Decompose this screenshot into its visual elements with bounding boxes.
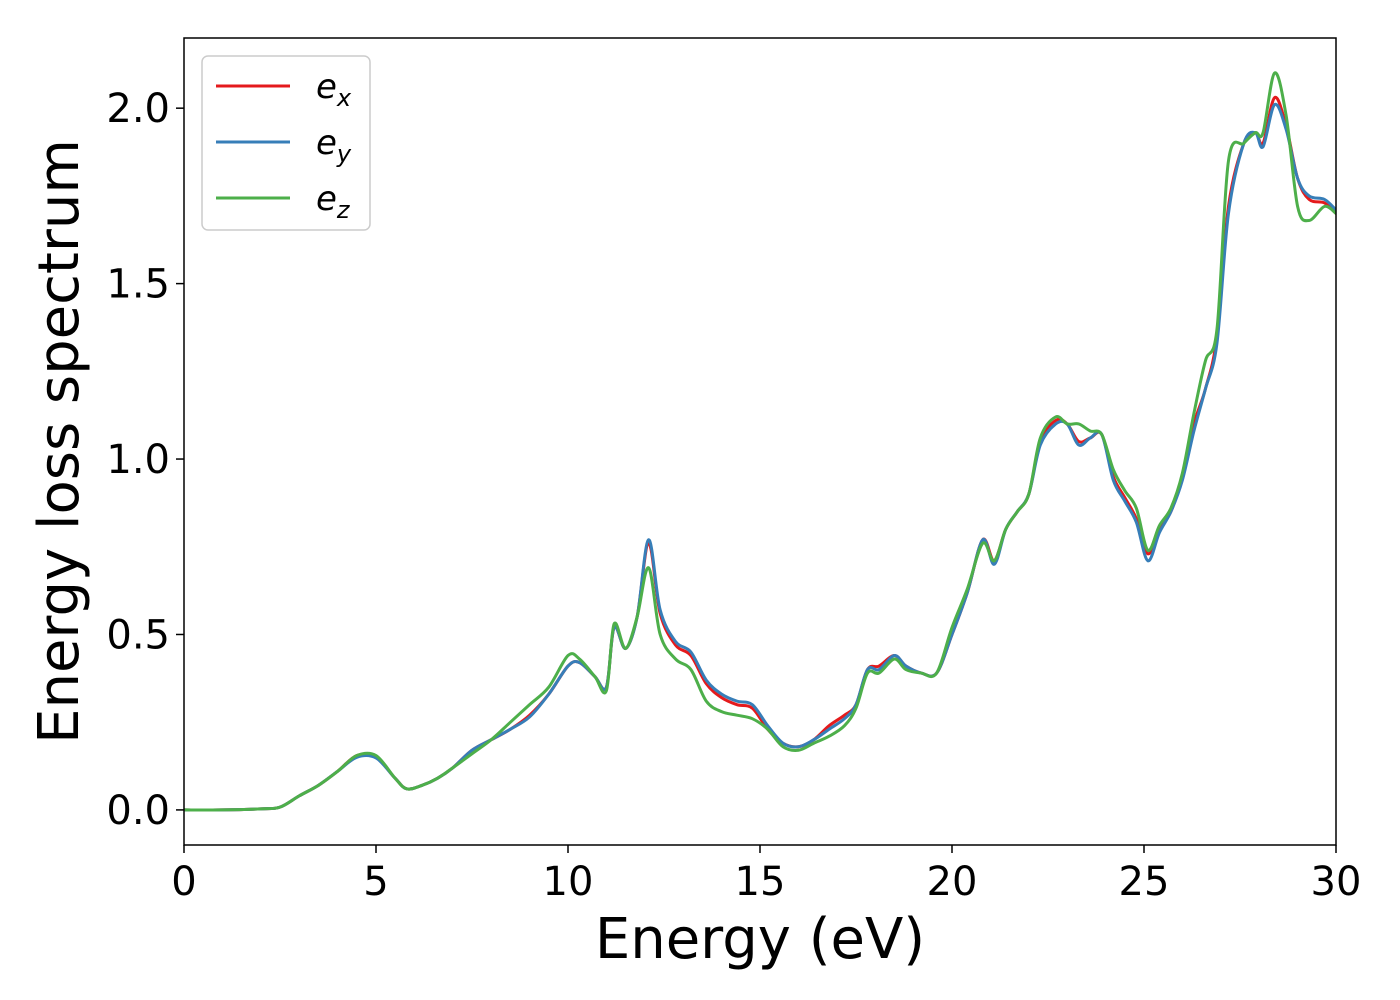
legend-label-z: ez bbox=[316, 179, 351, 224]
series-line-z bbox=[184, 71, 1336, 812]
legend-label-subscript: x bbox=[336, 84, 352, 112]
x-tick-label: 30 bbox=[1311, 859, 1362, 905]
legend-label-subscript: y bbox=[336, 140, 352, 168]
x-axis-label: Energy (eV) bbox=[595, 907, 925, 972]
x-axis-ticks: 0 5 10 15 20 25 30 bbox=[171, 845, 1361, 905]
y-axis-label: Energy loss spectrum bbox=[27, 139, 92, 744]
x-tick-label: 25 bbox=[1119, 859, 1170, 905]
y-tick-label: 1.5 bbox=[106, 262, 170, 308]
y-tick-label: 0.0 bbox=[106, 788, 170, 834]
legend-label-main: e bbox=[316, 67, 337, 107]
x-tick-label: 20 bbox=[927, 859, 978, 905]
legend-label-main: e bbox=[316, 123, 337, 163]
y-axis-ticks: 0.0 0.5 1.0 1.5 2.0 bbox=[106, 86, 184, 834]
x-tick-label: 0 bbox=[171, 859, 196, 905]
x-tick-label: 5 bbox=[363, 859, 388, 905]
legend-label-x: ex bbox=[316, 67, 352, 112]
y-tick-label: 0.5 bbox=[106, 612, 170, 658]
y-tick-label: 1.0 bbox=[106, 437, 170, 483]
series-layer bbox=[184, 71, 1336, 812]
x-tick-label: 10 bbox=[543, 859, 594, 905]
legend-label-main: e bbox=[316, 179, 337, 219]
x-tick-label: 15 bbox=[735, 859, 786, 905]
y-tick-label: 2.0 bbox=[106, 86, 170, 132]
legend-label-subscript: z bbox=[336, 196, 351, 224]
legend-label-y: ey bbox=[316, 123, 352, 168]
